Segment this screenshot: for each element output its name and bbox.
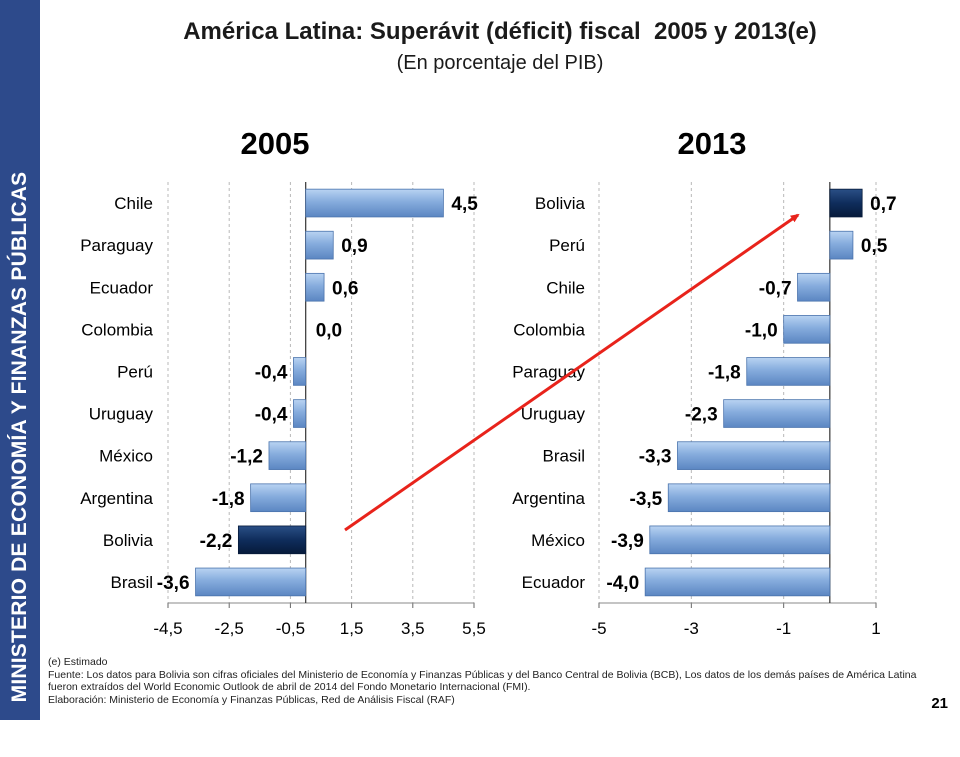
chart-subtitle: (En porcentaje del PIB) bbox=[396, 52, 604, 74]
panel-title-2005: 2005 bbox=[241, 126, 310, 161]
trend-arrow bbox=[344, 213, 800, 532]
chart-title: América Latina: Superávit (déficit) fisc… bbox=[183, 18, 817, 45]
category-label: México bbox=[531, 531, 585, 550]
bar-2005 bbox=[195, 567, 307, 597]
bar-2005 bbox=[250, 483, 307, 513]
tick-label: -5 bbox=[591, 619, 606, 638]
category-label: Argentina bbox=[512, 489, 585, 508]
category-label: Bolivia bbox=[103, 531, 154, 550]
category-label: Paraguay bbox=[80, 236, 153, 255]
bar-2005 bbox=[305, 272, 325, 302]
bar-2005 bbox=[293, 357, 307, 386]
tick-label: -0,5 bbox=[276, 619, 305, 638]
tick-label: 1,5 bbox=[340, 619, 364, 638]
bar-2013 bbox=[649, 525, 831, 555]
category-label: Bolivia bbox=[535, 194, 586, 213]
tick-label: -3 bbox=[684, 619, 699, 638]
page-number: 21 bbox=[931, 695, 948, 712]
tick-label: -4,5 bbox=[153, 619, 182, 638]
bar-2013 bbox=[829, 188, 863, 218]
bar-2013 bbox=[797, 272, 831, 302]
bar-2013 bbox=[667, 483, 831, 513]
tick-label: 3,5 bbox=[401, 619, 425, 638]
category-label: Ecuador bbox=[522, 573, 586, 592]
category-label: México bbox=[99, 447, 153, 466]
category-label: Perú bbox=[117, 362, 153, 381]
value-label: -0,4 bbox=[255, 362, 288, 383]
bar-2013 bbox=[644, 567, 831, 597]
footnote-source: Fuente: Los datos para Bolivia son cifra… bbox=[48, 668, 917, 694]
value-label: -2,2 bbox=[200, 531, 233, 552]
category-label: Perú bbox=[549, 236, 585, 255]
tick-label: 5,5 bbox=[462, 619, 486, 638]
value-label: -0,7 bbox=[759, 278, 792, 299]
value-label: -0,4 bbox=[255, 405, 288, 426]
chart-2013: 2013 -5 -3 -1 1 Bolivia 0,7 Perú 0,5 Chile -0,7 Col… bbox=[512, 126, 896, 638]
value-label: -1,0 bbox=[745, 320, 778, 341]
category-label: Uruguay bbox=[521, 405, 586, 424]
tick-label: -1 bbox=[776, 619, 791, 638]
value-label: -4,0 bbox=[606, 573, 639, 594]
category-label: Uruguay bbox=[89, 405, 154, 424]
value-label: 0,7 bbox=[870, 194, 896, 215]
footnote-estimate: (e) Estimado bbox=[48, 656, 108, 668]
bar-2005 bbox=[237, 525, 307, 555]
bar-2005 bbox=[305, 230, 334, 260]
category-label: Brasil bbox=[110, 573, 153, 592]
sidebar-band: MINISTERIO DE ECONOMÍA Y FINANZAS PÚBLIC… bbox=[0, 0, 40, 720]
bar-2005 bbox=[305, 188, 444, 218]
value-label: 0,9 bbox=[341, 236, 367, 257]
footnotes: (e) Estimado Fuente: Los datos para Boli… bbox=[48, 656, 928, 706]
bar-2013 bbox=[677, 441, 831, 470]
charts-canvas: 2005 -4,5 -2,5 -0,5 1,5 3,5 5,5 Chile 4,5 Paragua… bbox=[80, 126, 896, 638]
category-label: Brasil bbox=[542, 447, 585, 466]
category-label: Chile bbox=[114, 194, 153, 213]
value-label: 0,6 bbox=[332, 278, 358, 299]
category-label: Colombia bbox=[81, 320, 153, 339]
value-label: 0,0 bbox=[316, 320, 342, 341]
bar-2013 bbox=[829, 230, 854, 260]
value-label: -3,9 bbox=[611, 531, 644, 552]
value-label: -1,8 bbox=[708, 362, 741, 383]
bar-2005 bbox=[293, 399, 307, 428]
value-label: -1,2 bbox=[230, 447, 263, 468]
bar-2013 bbox=[723, 399, 831, 428]
bar-2013 bbox=[783, 315, 831, 344]
category-label: Argentina bbox=[80, 489, 153, 508]
value-label: -3,3 bbox=[639, 447, 672, 468]
tick-label: 1 bbox=[871, 619, 880, 638]
value-label: -1,8 bbox=[212, 489, 245, 510]
category-label: Ecuador bbox=[90, 278, 154, 297]
value-label: 4,5 bbox=[451, 194, 478, 215]
value-label: -3,6 bbox=[157, 573, 190, 594]
panel-title-2013: 2013 bbox=[678, 126, 747, 161]
footnote-credits: Elaboración: Ministerio de Economía y Fi… bbox=[48, 693, 455, 706]
value-label: 0,5 bbox=[861, 236, 888, 257]
category-label: Chile bbox=[546, 278, 585, 297]
bar-2005 bbox=[268, 441, 307, 470]
value-label: -2,3 bbox=[685, 405, 718, 426]
tick-label: -2,5 bbox=[215, 619, 244, 638]
chart-2005: 2005 -4,5 -2,5 -0,5 1,5 3,5 5,5 Chile 4,5 Paragua… bbox=[80, 126, 486, 638]
category-label: Colombia bbox=[513, 320, 585, 339]
value-label: -3,5 bbox=[630, 489, 663, 510]
bar-2013 bbox=[746, 357, 831, 386]
